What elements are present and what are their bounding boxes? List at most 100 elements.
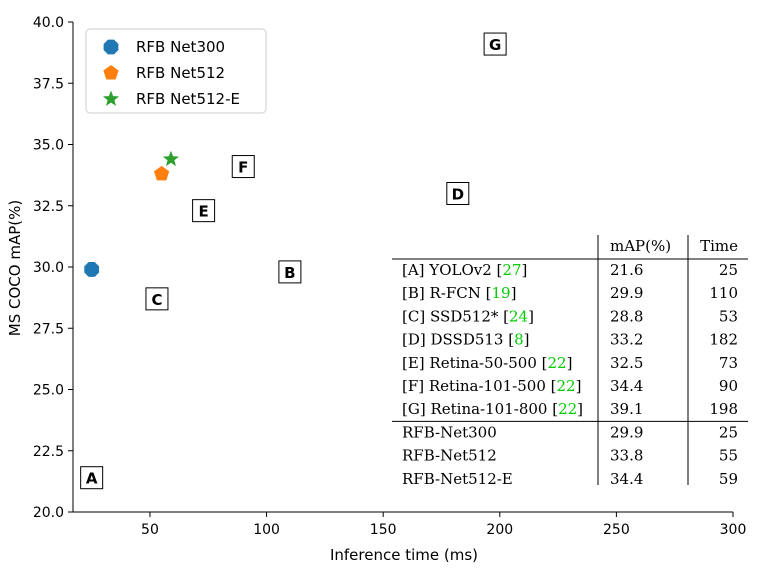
x-tick-label: 200	[486, 522, 513, 538]
table-map-value: 28.8	[610, 307, 643, 325]
table-citation-bracket: ]	[577, 400, 583, 418]
table-citation: 22	[548, 354, 567, 372]
y-tick-label: 35.0	[33, 138, 64, 154]
legend-marker	[103, 65, 119, 80]
table-method-name: [C] SSD512* [	[402, 307, 509, 325]
table-citation-bracket: ]	[576, 377, 582, 395]
table-citation: 22	[558, 400, 577, 418]
table-map-value: 29.9	[610, 284, 643, 302]
table-citation-bracket: ]	[524, 331, 530, 349]
point-label-box	[231, 155, 255, 179]
table-map-value: 33.8	[610, 447, 643, 465]
table-method: RFB-Net512	[402, 447, 497, 465]
table-time-value: 73	[719, 354, 738, 372]
point-label: F	[238, 159, 248, 177]
table-method: [A] YOLOv2 [27]	[402, 261, 527, 279]
data-point	[162, 150, 180, 167]
table-method: [E] Retina-50-500 [22]	[402, 354, 572, 372]
y-axis-label: MS COCO mAP(%)	[6, 200, 24, 336]
table-method-name: [A] YOLOv2 [	[402, 261, 502, 279]
table-map-value: 29.9	[610, 423, 643, 441]
point-label-box	[80, 466, 104, 490]
table-header-map: mAP(%)	[610, 237, 671, 255]
table-time-value: 25	[719, 423, 738, 441]
legend-box	[85, 28, 267, 114]
legend: RFB Net300 RFB Net512 RFB Net512-E	[85, 28, 267, 114]
y-tick-label: 25.0	[33, 383, 64, 399]
results-table: mAP(%) Time [A] YOLOv2 [27] 21.6 25 [B] R-FCN…	[392, 235, 748, 488]
table-map-value: 33.2	[610, 331, 643, 349]
y-tick-label: 20.0	[33, 505, 64, 521]
point-label-box	[145, 287, 169, 311]
y-tick-label: 22.5	[33, 444, 64, 460]
point-labels: A B C D E F G	[80, 32, 507, 490]
legend-marker	[102, 90, 120, 106]
table-map-value: 39.1	[610, 400, 643, 418]
table-citation: 22	[557, 377, 576, 395]
y-tick-label: 27.5	[33, 321, 64, 337]
table-citation-bracket: ]	[567, 354, 573, 372]
x-tick-label: 150	[370, 522, 397, 538]
table-time-value: 110	[709, 284, 738, 302]
x-tick-label: 100	[253, 522, 280, 538]
table-method-name: [D] DSSD513 [	[402, 331, 514, 349]
table-time-value: 55	[719, 447, 738, 465]
table-method: [G] Retina-101-800 [22]	[402, 400, 583, 418]
table-time-value: 25	[719, 261, 738, 279]
table-method-name: [F] Retina-101-500 [	[402, 377, 557, 395]
point-label-box	[278, 260, 302, 284]
table-method-name: [G] Retina-101-800 [	[402, 400, 558, 418]
table-method-name: [E] Retina-50-500 [	[402, 354, 548, 372]
table-method: [F] Retina-101-500 [22]	[402, 377, 581, 395]
table-time-value: 182	[709, 331, 738, 349]
table-citation-bracket: ]	[511, 284, 517, 302]
x-tick-label: 250	[603, 522, 630, 538]
point-label: B	[284, 264, 295, 282]
point-label: A	[86, 470, 98, 488]
table-time-value: 59	[719, 470, 738, 488]
table-citation: 8	[514, 331, 524, 349]
point-label-box	[446, 182, 470, 205]
y-tick-label: 32.5	[33, 199, 64, 215]
point-label: E	[198, 203, 208, 221]
table-map-value: 32.5	[610, 354, 643, 372]
table-citation: 27	[502, 261, 521, 279]
table-method: RFB-Net300	[402, 423, 497, 441]
y-tick-label: 37.5	[33, 76, 64, 92]
table-time-value: 90	[719, 377, 738, 395]
table-citation: 24	[509, 307, 528, 325]
table-method: [D] DSSD513 [8]	[402, 331, 530, 349]
x-axis-label: Inference time (ms)	[330, 546, 478, 564]
table-header-time: Time	[700, 237, 738, 255]
legend-label: RFB Net512	[136, 64, 225, 82]
table-citation-bracket: ]	[528, 307, 534, 325]
point-label: D	[452, 186, 464, 204]
point-label: C	[151, 291, 162, 309]
table-citation-bracket: ]	[522, 261, 528, 279]
y-tick-label: 30.0	[33, 260, 64, 276]
table-map-value: 34.4	[610, 377, 643, 395]
data-point	[84, 262, 100, 277]
table-time-value: 198	[709, 400, 738, 418]
table-method-name: RFB-Net512	[402, 447, 497, 465]
table-method-name: RFB-Net300	[402, 423, 497, 441]
markers	[84, 150, 180, 277]
point-label: G	[489, 36, 501, 54]
table-method-name: RFB-Net512-E	[402, 470, 513, 488]
x-tick-label: 300	[720, 522, 747, 538]
table-method: RFB-Net512-E	[402, 470, 513, 488]
point-label-box	[483, 32, 507, 56]
legend-marker	[103, 39, 119, 55]
table-map-value: 34.4	[610, 470, 643, 488]
table-method-name: [B] R-FCN [	[402, 284, 492, 302]
y-tick-label: 40.0	[33, 15, 64, 31]
table-citation: 19	[492, 284, 511, 302]
legend-label: RFB Net512-E	[136, 90, 240, 108]
table-time-value: 53	[719, 307, 738, 325]
table-method: [B] R-FCN [19]	[402, 284, 516, 302]
axes: 50 100 150 200 250 300 20.0 22.5 25.0 27.5 30.0 32.…	[33, 15, 747, 538]
point-label-box	[192, 199, 216, 223]
legend-label: RFB Net300	[136, 38, 225, 56]
table-method: [C] SSD512* [24]	[402, 307, 534, 325]
